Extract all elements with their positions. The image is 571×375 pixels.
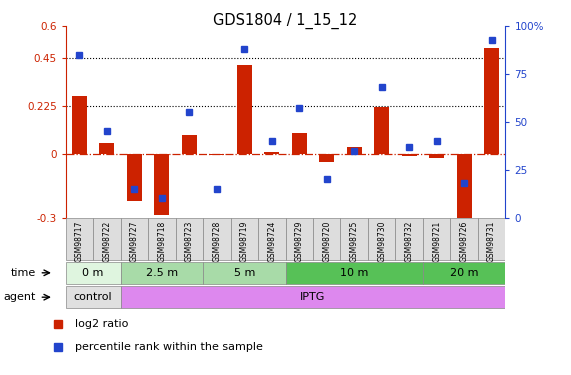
Bar: [347, 147, 362, 154]
Bar: [401, 154, 417, 156]
Text: GSM98726: GSM98726: [460, 221, 469, 262]
Bar: [209, 154, 224, 155]
Bar: [182, 135, 197, 154]
FancyBboxPatch shape: [203, 262, 286, 284]
FancyBboxPatch shape: [66, 286, 120, 308]
FancyBboxPatch shape: [423, 262, 505, 284]
FancyBboxPatch shape: [451, 218, 478, 260]
Text: GSM98727: GSM98727: [130, 221, 139, 262]
Bar: [374, 107, 389, 154]
FancyBboxPatch shape: [176, 218, 203, 260]
Text: GSM98725: GSM98725: [349, 221, 359, 262]
FancyBboxPatch shape: [340, 218, 368, 260]
Bar: [429, 154, 444, 158]
Text: log2 ratio: log2 ratio: [75, 320, 128, 329]
FancyBboxPatch shape: [395, 218, 423, 260]
FancyBboxPatch shape: [258, 218, 286, 260]
Bar: [484, 48, 499, 154]
FancyBboxPatch shape: [313, 218, 340, 260]
FancyBboxPatch shape: [423, 218, 451, 260]
Text: 0 m: 0 m: [82, 268, 104, 278]
Bar: [292, 132, 307, 154]
Bar: [264, 152, 279, 154]
FancyBboxPatch shape: [203, 218, 231, 260]
Text: GSM98722: GSM98722: [102, 221, 111, 262]
Bar: [237, 64, 252, 154]
Text: GSM98728: GSM98728: [212, 221, 222, 262]
FancyBboxPatch shape: [120, 262, 203, 284]
Text: GSM98729: GSM98729: [295, 221, 304, 262]
Text: GSM98724: GSM98724: [267, 221, 276, 262]
Text: GSM98731: GSM98731: [487, 221, 496, 262]
Text: IPTG: IPTG: [300, 292, 325, 302]
Text: GSM98718: GSM98718: [158, 221, 166, 262]
FancyBboxPatch shape: [66, 218, 93, 260]
Text: control: control: [74, 292, 112, 302]
FancyBboxPatch shape: [286, 218, 313, 260]
FancyBboxPatch shape: [120, 218, 148, 260]
Text: 20 m: 20 m: [450, 268, 478, 278]
Bar: [319, 154, 334, 162]
Bar: [72, 96, 87, 154]
FancyBboxPatch shape: [93, 218, 120, 260]
Text: time: time: [11, 268, 36, 278]
Text: 5 m: 5 m: [234, 268, 255, 278]
FancyBboxPatch shape: [66, 262, 120, 284]
Text: GSM98719: GSM98719: [240, 221, 249, 262]
Text: GSM98723: GSM98723: [185, 221, 194, 262]
Text: 10 m: 10 m: [340, 268, 368, 278]
FancyBboxPatch shape: [368, 218, 395, 260]
Text: agent: agent: [4, 292, 36, 302]
Bar: [99, 143, 114, 154]
FancyBboxPatch shape: [286, 262, 423, 284]
Bar: [127, 154, 142, 201]
Text: GSM98732: GSM98732: [405, 221, 413, 262]
FancyBboxPatch shape: [231, 218, 258, 260]
Text: GSM98720: GSM98720: [322, 221, 331, 262]
Text: GDS1804 / 1_15_12: GDS1804 / 1_15_12: [214, 13, 357, 29]
Bar: [154, 154, 170, 215]
Bar: [457, 154, 472, 218]
Text: GSM98730: GSM98730: [377, 221, 386, 262]
Text: GSM98717: GSM98717: [75, 221, 84, 262]
Text: GSM98721: GSM98721: [432, 221, 441, 262]
FancyBboxPatch shape: [478, 218, 505, 260]
FancyBboxPatch shape: [148, 218, 176, 260]
FancyBboxPatch shape: [120, 286, 505, 308]
Text: percentile rank within the sample: percentile rank within the sample: [75, 342, 263, 352]
Text: 2.5 m: 2.5 m: [146, 268, 178, 278]
